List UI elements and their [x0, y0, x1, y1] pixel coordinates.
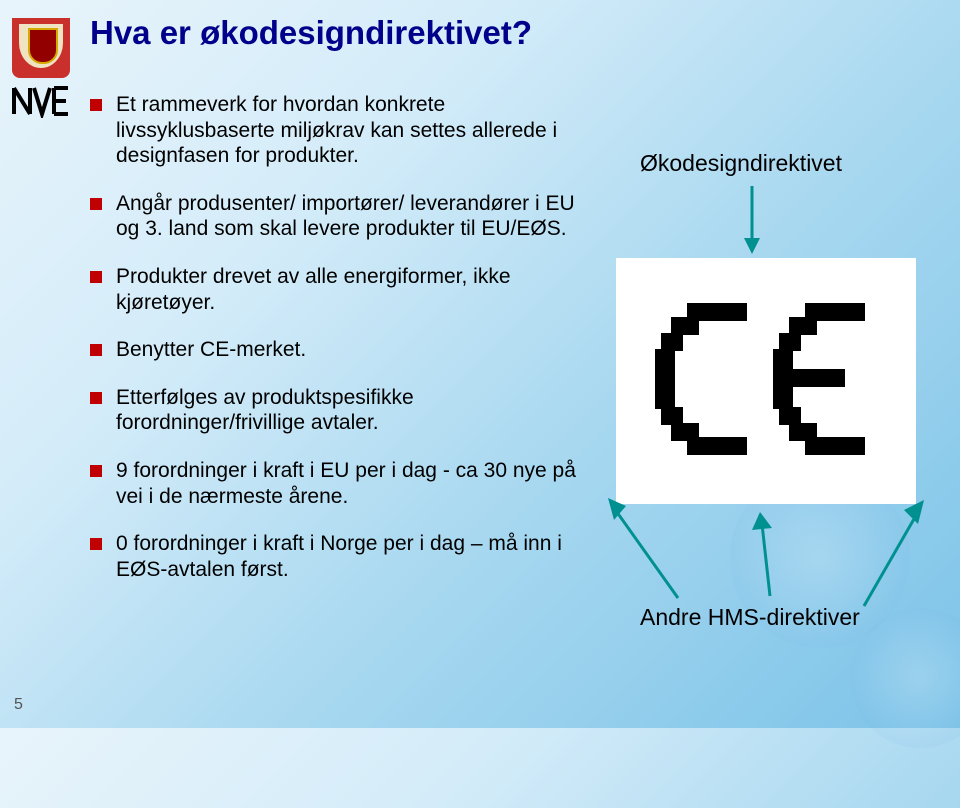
page-title: Hva er økodesigndirektivet?	[90, 14, 532, 52]
arrow-bottom-right-icon	[860, 494, 940, 614]
list-item: 0 forordninger i kraft i Norge per i dag…	[90, 531, 590, 582]
list-item: Produkter drevet av alle energiformer, i…	[90, 264, 590, 315]
list-item: Angår produsenter/ importører/ leverandø…	[90, 191, 590, 242]
page-number: 5	[14, 696, 23, 714]
nve-logo	[12, 18, 70, 118]
arrow-top-icon	[732, 186, 772, 256]
list-item: Et rammeverk for hvordan konkrete livssy…	[90, 92, 590, 169]
logo-nve-text-icon	[12, 84, 70, 118]
label-okodesign: Økodesigndirektivet	[640, 150, 842, 177]
logo-crest-icon	[12, 18, 70, 78]
list-item: Benytter CE-merket.	[90, 337, 590, 363]
arrow-bottom-mid-icon	[750, 508, 790, 600]
list-item: Etterfølges av produktspesifikke forordn…	[90, 385, 590, 436]
bullet-list: Et rammeverk for hvordan konkrete livssy…	[90, 92, 590, 605]
ce-mark-icon	[651, 297, 881, 465]
list-item: 9 forordninger i kraft i EU per i dag - …	[90, 458, 590, 509]
arrow-bottom-left-icon	[596, 490, 696, 610]
ce-mark-box	[616, 258, 916, 504]
